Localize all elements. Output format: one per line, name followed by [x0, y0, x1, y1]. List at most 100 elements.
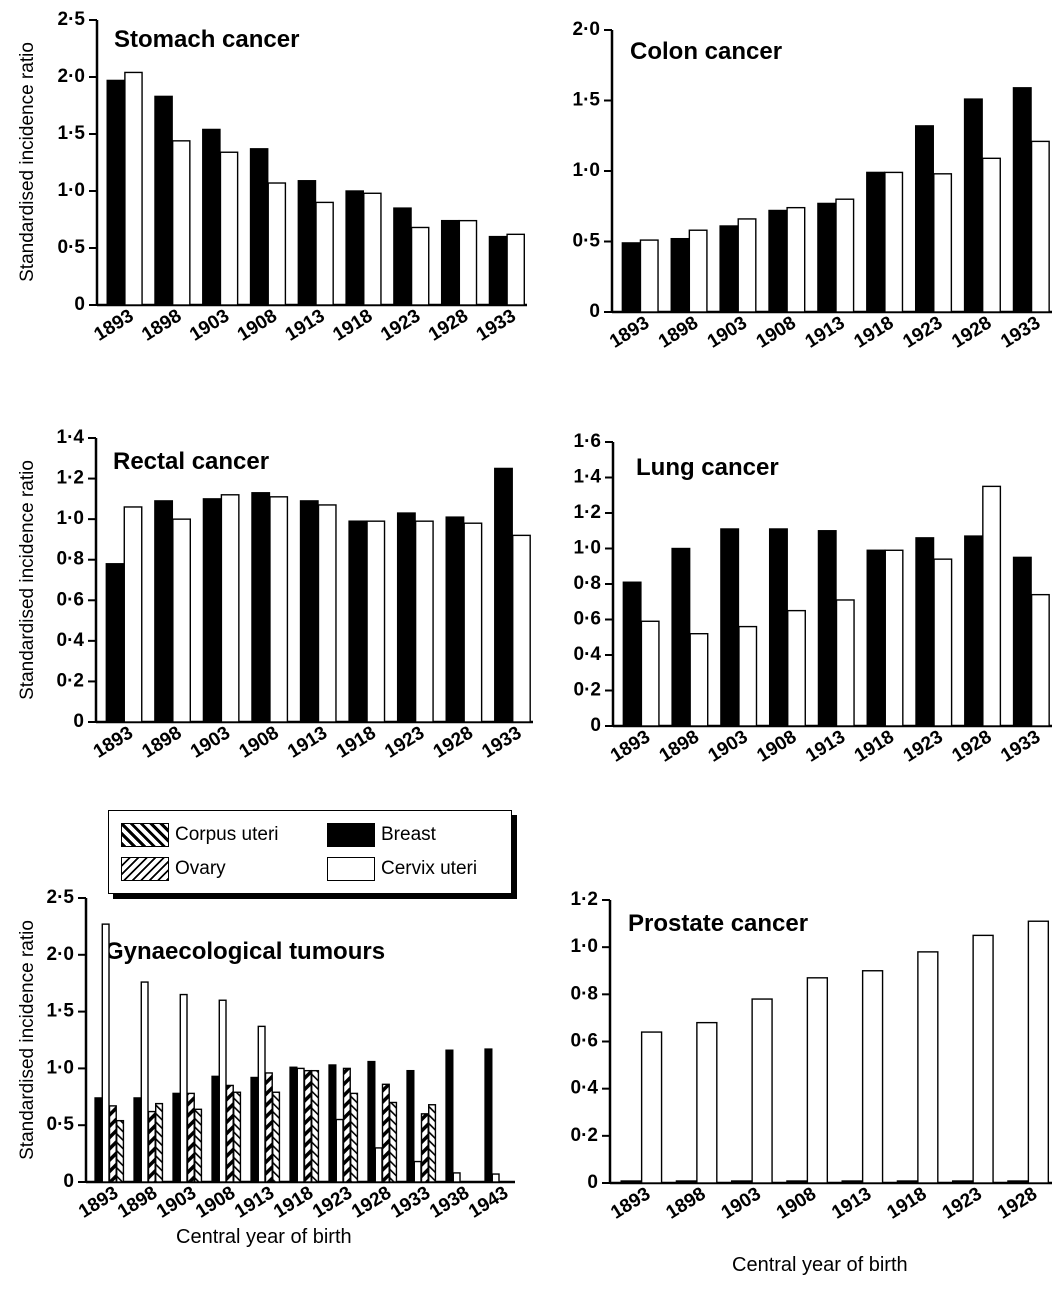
- x-tick-label-colon: 1903: [704, 312, 751, 352]
- x-tick-label-prostate: 1903: [718, 1183, 765, 1223]
- bar-gyn-cervix-1898: [140, 981, 149, 1183]
- x-tick-label-gyn: 1908: [192, 1182, 239, 1222]
- bar-gyn-ovary-1928: [389, 1101, 398, 1183]
- bar-gyn-cervix-1918: [296, 1067, 305, 1183]
- bar-gyn-breast-1928: [367, 1060, 376, 1183]
- bar-lung-black-1923: [915, 537, 935, 727]
- x-axis-title-right: Central year of birth: [732, 1254, 908, 1276]
- breast-swatch: [327, 823, 375, 847]
- bar-rectal-white-1903: [220, 494, 240, 723]
- bar-colon-black-1898: [670, 237, 690, 313]
- x-tick-label-stomach: 1918: [329, 305, 376, 345]
- x-tick-label-stomach: 1903: [186, 305, 233, 345]
- y-tick-label-lung: 1·4: [574, 467, 602, 488]
- bar-colon-black-1923: [914, 125, 934, 313]
- bar-colon-black-1893: [621, 242, 641, 313]
- bar-lung-white-1898: [689, 633, 709, 727]
- y-tick-label-prostate: 1·2: [571, 889, 598, 910]
- bar-gyn-breast-1943: [484, 1048, 493, 1183]
- x-axis-title-left: Central year of birth: [176, 1226, 352, 1248]
- bar-prostate-white-1903: [751, 998, 773, 1184]
- bar-rectal-white-1893: [123, 506, 143, 723]
- bar-rectal-white-1913: [317, 504, 337, 723]
- bar-gyn-breast-1923: [328, 1064, 337, 1183]
- legend-item-breast: Breast: [327, 823, 436, 847]
- y-tick-label-prostate: 1·0: [571, 936, 598, 957]
- bar-colon-black-1928: [963, 98, 983, 313]
- bar-gyn-ovary-1913: [272, 1091, 281, 1183]
- x-tick-label-gyn: 1938: [426, 1182, 473, 1222]
- x-tick-label-rectal: 1903: [187, 722, 234, 762]
- bar-colon-black-1908: [768, 209, 788, 313]
- bar-prostate-black-1893: [620, 1180, 642, 1184]
- y-tick-label-colon: 2·0: [573, 19, 600, 40]
- bar-gyn-corpus-1893: [108, 1105, 117, 1183]
- bar-rectal-black-1923: [396, 512, 416, 723]
- x-tick-label-lung: 1928: [948, 726, 995, 766]
- y-tick-label-prostate: 0·6: [571, 1031, 598, 1052]
- bar-rectal-black-1893: [105, 563, 125, 723]
- bar-prostate-black-1923: [951, 1180, 974, 1184]
- bar-gyn-breast-1938: [445, 1049, 454, 1183]
- chart-title-rectal: Rectal cancer: [113, 448, 269, 475]
- bar-gyn-corpus-1903: [186, 1092, 195, 1183]
- x-tick-label-gyn: 1918: [270, 1182, 317, 1222]
- x-tick-label-gyn: 1898: [114, 1182, 161, 1222]
- bar-stomach-white-1908: [267, 182, 287, 306]
- bar-stomach-black-1903: [202, 128, 221, 306]
- bar-colon-white-1923: [933, 173, 953, 313]
- bar-colon-white-1933: [1030, 140, 1050, 313]
- bar-prostate-black-1928: [1007, 1180, 1029, 1184]
- x-tick-label-rectal: 1913: [284, 722, 331, 762]
- bar-stomach-white-1933: [506, 233, 525, 306]
- bar-lung-black-1918: [866, 549, 886, 727]
- chart-prostate: Prostate cancer 0 0·2 0·4 0·6 0·8 1·0 1·2 1893 18…: [571, 889, 1052, 1224]
- bar-rectal-black-1933: [494, 467, 513, 723]
- bar-rectal-black-1928: [445, 516, 465, 723]
- y-tick-label-lung: 0·2: [574, 680, 601, 701]
- bar-rectal-black-1898: [154, 500, 174, 723]
- bar-rectal-white-1933: [512, 534, 531, 723]
- y-tick-label-stomach: 0·5: [58, 237, 86, 258]
- x-tick-label-prostate: 1913: [828, 1183, 875, 1223]
- bar-lung-white-1918: [884, 549, 904, 727]
- bar-gyn-corpus-1913: [264, 1072, 273, 1183]
- y-tick-label-rectal: 1·0: [57, 508, 84, 529]
- chart-title-lung: Lung cancer: [636, 454, 779, 481]
- x-tick-label-prostate: 1928: [994, 1183, 1041, 1223]
- x-tick-label-stomach: 1913: [282, 305, 329, 345]
- y-tick-label-rectal: 1·2: [57, 468, 84, 489]
- bar-stomach-black-1928: [440, 219, 460, 306]
- bar-prostate-white-1928: [1027, 920, 1050, 1184]
- x-tick-label-rectal: 1933: [478, 722, 525, 762]
- x-tick-label-stomach: 1933: [473, 305, 520, 345]
- bar-gyn-breast-1893: [94, 1097, 103, 1183]
- bar-gyn-breast-1908: [211, 1075, 220, 1183]
- bar-gyn-cervix-1908: [218, 999, 227, 1183]
- x-tick-label-gyn: 1943: [465, 1182, 512, 1222]
- y-tick-label-lung: 0·6: [574, 609, 601, 630]
- x-tick-label-lung: 1903: [705, 726, 752, 766]
- bar-prostate-white-1893: [640, 1031, 663, 1184]
- x-tick-label-rectal: 1893: [90, 722, 137, 762]
- bar-gyn-ovary-1898: [155, 1102, 164, 1183]
- bar-gyn-ovary-1918: [311, 1069, 320, 1183]
- y-tick-label-gyn: 2·5: [47, 887, 75, 908]
- y-tick-label-colon: 0: [589, 301, 600, 322]
- x-tick-label-stomach: 1928: [425, 305, 472, 345]
- bar-stomach-white-1893: [124, 71, 143, 306]
- x-tick-label-gyn: 1933: [387, 1182, 434, 1222]
- bar-colon-white-1903: [737, 218, 757, 313]
- legend-label-ovary: Ovary: [175, 858, 226, 879]
- legend-label-breast: Breast: [381, 824, 436, 845]
- legend-item-ovary: Ovary: [121, 857, 226, 881]
- y-tick-label-stomach: 1·5: [58, 123, 86, 144]
- x-tick-label-colon: 1908: [753, 312, 800, 352]
- bar-rectal-white-1898: [172, 518, 191, 723]
- legend-label-corpus-uteri: Corpus uteri: [175, 824, 279, 845]
- bar-lung-black-1913: [817, 530, 837, 727]
- x-tick-label-stomach: 1923: [377, 305, 424, 345]
- y-tick-label-gyn: 0·5: [47, 1114, 75, 1135]
- y-tick-label-stomach: 0: [74, 294, 85, 315]
